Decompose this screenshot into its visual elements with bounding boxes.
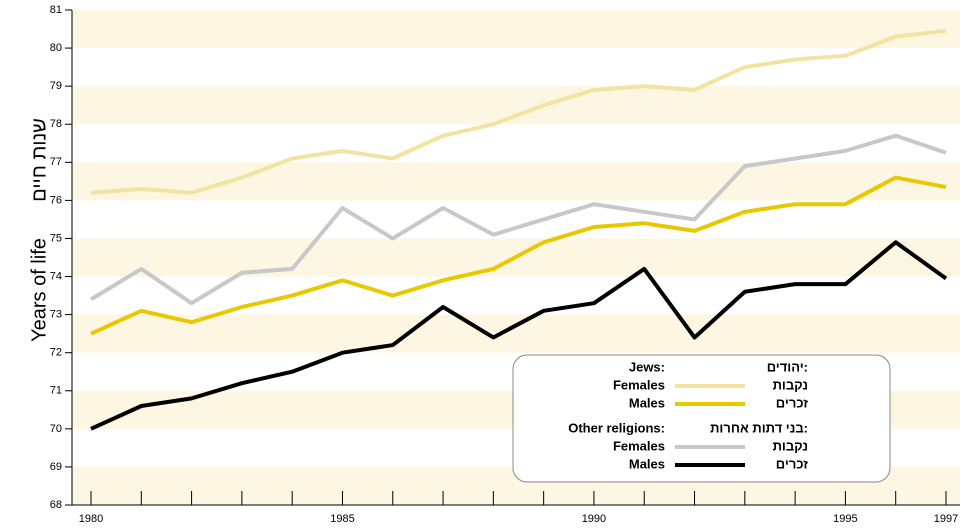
y-tick-label: 80 (50, 42, 62, 54)
x-tick-label: 1995 (833, 513, 857, 525)
y-tick-label: 73 (50, 309, 62, 321)
band (72, 10, 960, 49)
y-tick-label: 77 (50, 156, 62, 168)
line-series (89, 133, 947, 306)
y-tick-label: 72 (50, 347, 62, 359)
x-tick-label: 1997 (934, 513, 958, 525)
line-series (90, 240, 948, 431)
y-tick-label: 81 (50, 4, 62, 16)
y-tick-label: 68 (50, 499, 62, 511)
legend-group-title-he: בני דתות אחרות: (710, 420, 808, 435)
legend-label-he: זכרים (776, 456, 808, 471)
band (72, 314, 960, 353)
y-tick-label: 78 (50, 118, 62, 130)
y-tick-label: 79 (50, 80, 62, 92)
y-tick-label: 75 (50, 232, 62, 244)
legend-label: Females (613, 438, 665, 453)
legend-label-he: זכרים (776, 395, 808, 410)
y-tick-label: 70 (50, 423, 62, 435)
legend-group-title-he: יהודים: (767, 359, 808, 374)
y-tick-label: 71 (50, 385, 62, 397)
legend-label: Males (629, 395, 665, 410)
y-axis-label: Years of life (28, 238, 50, 342)
y-tick-label: 69 (50, 461, 62, 473)
legend-label-he: נקבות (773, 438, 808, 453)
x-tick-label: 1990 (582, 513, 606, 525)
x-tick-label: 1980 (79, 513, 103, 525)
y-tick-label: 74 (50, 270, 62, 282)
legend-label: Females (613, 377, 665, 392)
legend-label-he: נקבות (773, 377, 808, 392)
line-series (90, 28, 947, 195)
y-axis-label-he: שנות חיים (28, 118, 50, 202)
x-tick-label: 1985 (330, 513, 354, 525)
y-tick-label: 76 (50, 194, 62, 206)
legend-label: Males (629, 456, 665, 471)
band (72, 86, 960, 125)
legend-group-title: Jews: (629, 359, 665, 374)
legend-group-title: Other religions: (568, 420, 665, 435)
band (72, 162, 960, 201)
legend-box (512, 354, 891, 483)
line-series (90, 175, 947, 336)
